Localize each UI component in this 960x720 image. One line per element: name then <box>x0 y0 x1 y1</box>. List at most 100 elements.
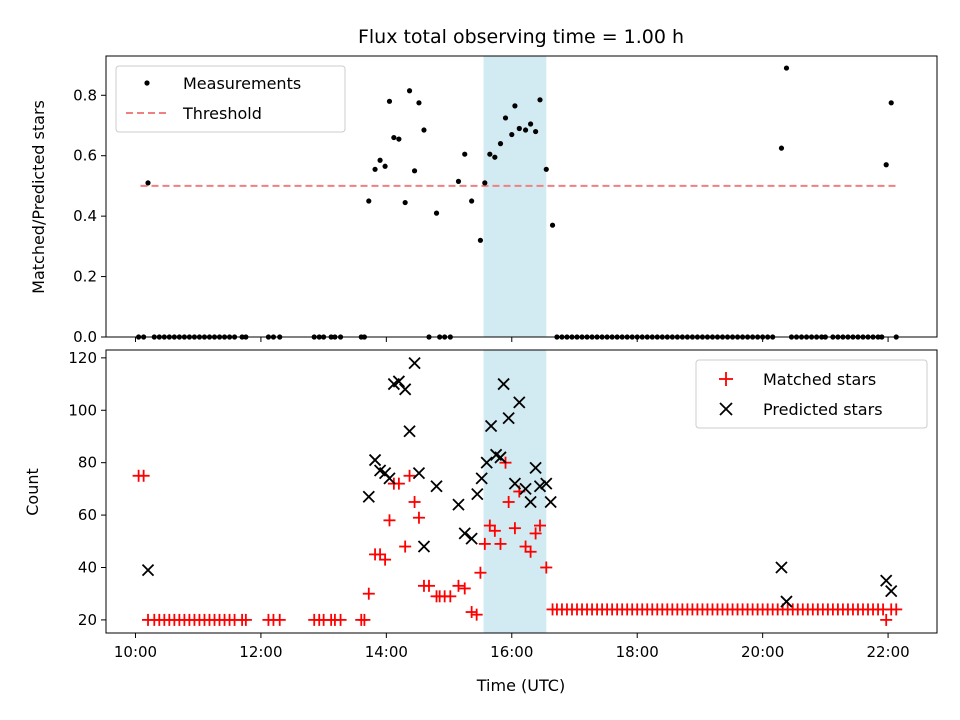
measurement-point <box>527 121 534 127</box>
measurement-point <box>497 141 504 147</box>
predicted-star-point <box>544 495 557 509</box>
measurement-point <box>783 65 790 71</box>
top-axes-frame <box>105 55 938 338</box>
measurement-point <box>482 180 488 186</box>
y-tick-label: 120 <box>68 349 97 367</box>
predicted-star-point <box>513 396 526 409</box>
legend-matched-marker <box>719 372 733 386</box>
predicted-star-point <box>452 498 465 511</box>
measurement-point <box>543 166 549 172</box>
matched-star-point <box>452 579 465 592</box>
matched-star-point <box>529 527 542 540</box>
predicted-star-point <box>480 456 493 469</box>
measurement-point <box>462 151 468 157</box>
measurement-point <box>366 198 372 204</box>
measurement-point <box>888 100 894 106</box>
measurement-point <box>883 162 889 168</box>
predicted-star-point <box>519 482 532 496</box>
predicted-star-point <box>475 472 488 485</box>
x-tick-label: 16:00 <box>490 643 533 661</box>
x-tick-label: 18:00 <box>616 643 659 661</box>
matched-star-point <box>508 522 521 535</box>
measurement-point <box>421 127 427 133</box>
y-tick-label: 0.2 <box>73 268 97 286</box>
matched-star-point <box>488 524 501 537</box>
predicted-star-point <box>392 375 406 388</box>
matched-star-point <box>465 606 478 619</box>
measurement-point <box>391 134 397 141</box>
matched-star-point <box>534 519 547 532</box>
matched-star-point <box>880 613 893 626</box>
predicted-star-point <box>458 527 471 540</box>
matched-star-point <box>408 495 421 508</box>
y-tick-label: 100 <box>68 401 97 419</box>
y-tick-label: 40 <box>78 558 97 576</box>
matched-star-point <box>890 603 903 616</box>
measurement-point <box>537 97 543 103</box>
y-tick-label: 0.8 <box>73 86 97 104</box>
measurement-point <box>509 131 515 138</box>
top-axis-layer: 0.0 0.2 0.4 0.6 0.8 <box>73 86 889 346</box>
predicted-star-point <box>362 490 375 503</box>
predicted-star-point <box>408 356 421 370</box>
y-tick-label: 60 <box>78 506 97 524</box>
measurement-point <box>372 166 378 172</box>
measurement-point <box>502 115 509 121</box>
measurement-point <box>778 145 785 151</box>
matched-star-point <box>478 537 491 550</box>
bottom-panel: 20 40 60 80 100 120 10:00 12:00 14:00 16:00 18:00 2… <box>23 349 938 695</box>
chart-title: Flux total observing time = 1.00 h <box>358 26 684 48</box>
matched-star-point <box>403 469 416 482</box>
matched-star-point <box>383 514 396 527</box>
top-panel: 0.00.20.40.60.8 Matched/Predicted stars … <box>29 55 938 346</box>
matched-star-point <box>273 613 286 626</box>
y-tick-label: 0.0 <box>73 328 97 346</box>
predicted-star-point <box>412 467 426 480</box>
matched-star-point <box>502 495 515 508</box>
predicted-star-point <box>141 563 155 577</box>
measurement-point <box>516 125 522 132</box>
x-tick-label: 14:00 <box>365 643 408 661</box>
matched-star-point <box>412 511 425 524</box>
bottom-y-axis-label: Count <box>23 468 42 516</box>
predicted-star-point <box>502 411 515 425</box>
legend-measurements-label: Measurements <box>183 74 301 93</box>
predicted-star-point <box>885 584 898 598</box>
measurement-point <box>549 222 556 228</box>
matched-star-point <box>379 553 392 566</box>
legend-measurements-marker <box>144 80 150 86</box>
bottom-axes-frame <box>105 349 938 634</box>
measurement-point <box>533 128 539 135</box>
predicted-star-point <box>780 595 793 608</box>
top-legend: Measurements Threshold <box>115 65 346 133</box>
matched-star-point <box>358 613 371 626</box>
y-tick-label: 80 <box>78 454 97 472</box>
bottom-legend-box <box>695 359 928 429</box>
bottom-axis-layer: 20 40 60 80 100 120 10:00 12:00 14:00 16:00 18:00 2… <box>68 349 909 661</box>
predicted-star-point <box>775 561 788 574</box>
measurement-point <box>492 154 498 160</box>
measurement-point <box>477 237 484 243</box>
top-legend-box <box>115 65 346 133</box>
legend-matched-label: Matched stars <box>763 370 876 389</box>
y-tick-label: 0.6 <box>73 147 97 165</box>
x-tick-label: 20:00 <box>741 643 784 661</box>
predicted-star-point <box>524 495 537 509</box>
legend-predicted-label: Predicted stars <box>763 400 883 419</box>
matched-star-point <box>458 582 471 595</box>
matched-star-point <box>524 545 537 558</box>
measurement-point <box>377 157 383 163</box>
predicted-star-point <box>533 480 547 493</box>
predicted-star-point <box>383 472 396 485</box>
predicted-star-point <box>399 383 412 396</box>
predicted-star-point <box>471 487 484 501</box>
predicted-star-point <box>497 377 510 391</box>
x-axis-label: Time (UTC) <box>476 676 565 695</box>
matched-star-point <box>374 548 387 561</box>
y-tick-label: 0.4 <box>73 207 97 225</box>
matched-star-point <box>483 519 496 532</box>
x-tick-label: 12:00 <box>239 643 282 661</box>
y-tick-label: 20 <box>78 611 97 629</box>
matched-star-point <box>399 540 412 553</box>
